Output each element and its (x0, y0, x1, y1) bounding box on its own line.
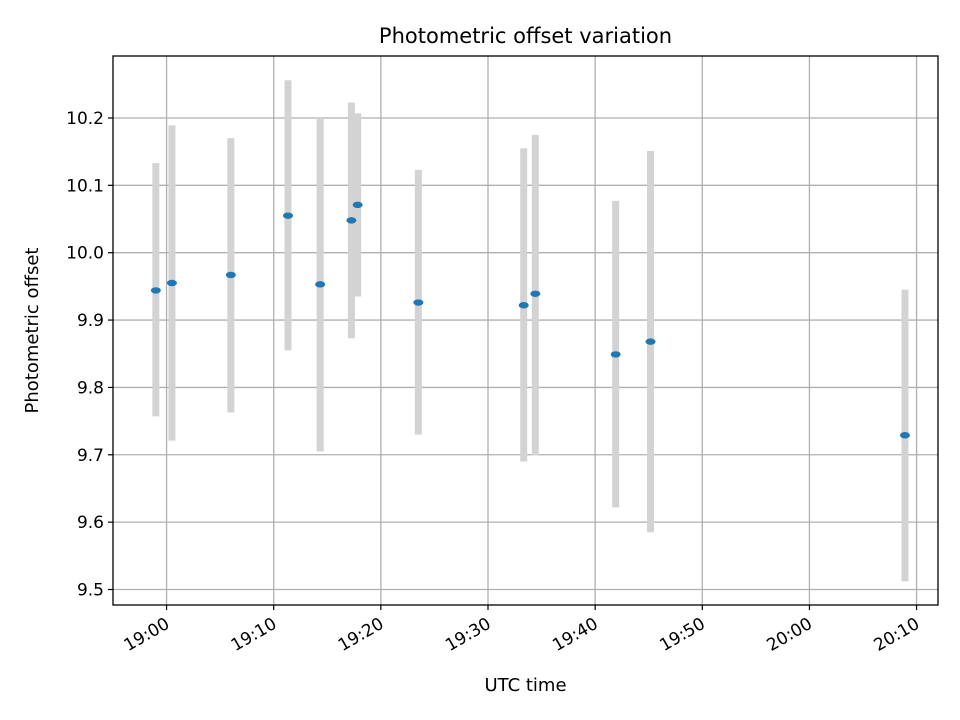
y-tick-label: 9.8 (77, 378, 104, 398)
y-tick-label: 9.5 (77, 581, 104, 601)
data-point (899, 432, 910, 439)
x-tick-label: 19:00 (121, 614, 173, 656)
y-tick-label: 9.6 (77, 513, 104, 533)
data-point (225, 271, 236, 279)
x-tick-label: 19:10 (228, 614, 280, 656)
data-point (346, 217, 357, 224)
data-point (150, 287, 161, 294)
x-tick-label: 19:50 (656, 614, 708, 656)
y-tick-label: 9.9 (77, 311, 104, 331)
x-tick-label: 20:10 (871, 614, 923, 656)
data-point (530, 290, 541, 297)
data-point (315, 281, 326, 288)
y-tick-label: 10.1 (66, 176, 104, 196)
x-tick-label: 19:30 (442, 614, 494, 656)
chart-title: Photometric offset variation (379, 24, 672, 48)
x-axis-title: UTC time (484, 675, 566, 696)
data-point (610, 351, 621, 358)
y-tick-label: 9.7 (77, 446, 104, 466)
plot-frame (112, 55, 939, 606)
axis-ticks: 19:00 19:10 19:20 19:30 19:40 19:50 20:00 20:10… (66, 109, 923, 656)
error-bars (152, 80, 909, 582)
data-point (645, 338, 656, 345)
data-point (518, 302, 529, 309)
data-points (150, 201, 910, 439)
x-tick-label: 20:00 (763, 614, 815, 656)
data-point (166, 279, 177, 287)
data-point (413, 299, 424, 306)
y-tick-label: 10.0 (66, 244, 104, 264)
x-tick-label: 19:20 (335, 614, 387, 656)
y-axis-title: Photometric offset (22, 248, 43, 414)
x-tick-label: 19:40 (549, 614, 601, 656)
data-point (283, 212, 293, 219)
data-point (352, 201, 363, 209)
y-tick-label: 10.2 (66, 109, 104, 129)
